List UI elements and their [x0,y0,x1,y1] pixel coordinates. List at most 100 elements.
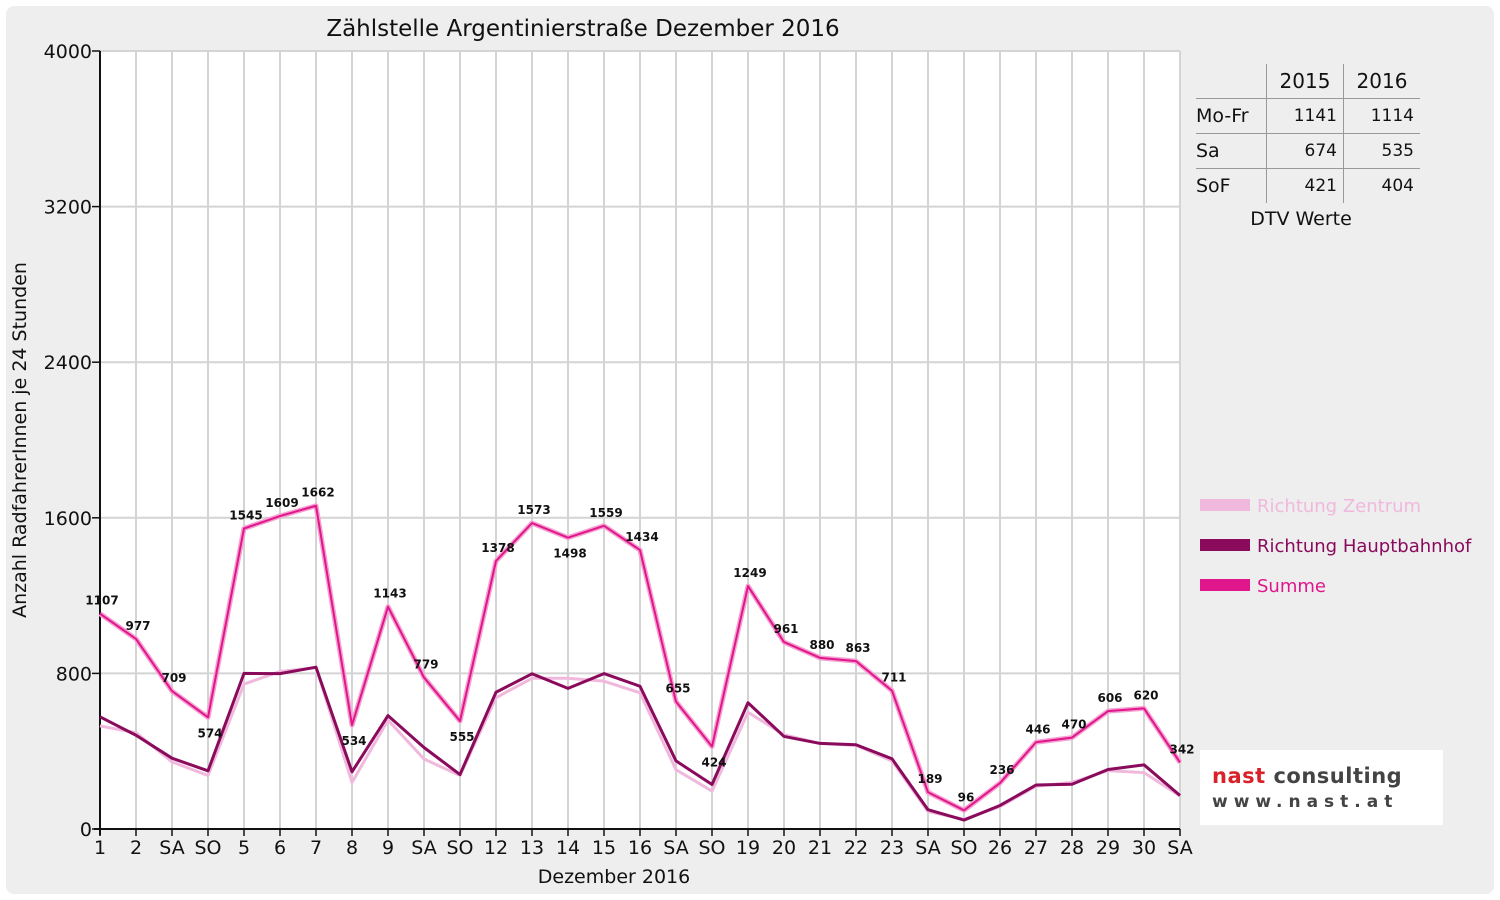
data-label: 655 [665,682,690,696]
y-tick-labels: 0 800 1600 2400 3200 4000 [44,41,92,841]
axes [92,50,1181,836]
dtv-row-label: SoF [1196,168,1267,203]
data-label: 446 [1025,722,1050,736]
data-label: 1545 [229,508,262,522]
data-label: 880 [809,638,834,652]
data-label: 606 [1097,691,1122,705]
dtv-header-2015: 2015 [1266,64,1344,99]
dtv-table: 2015 2016 Mo-Fr 1141 1114 Sa 674 535 SoF… [1196,64,1420,203]
legend-label: Summe [1257,576,1326,597]
y-tick-label: 0 [80,819,92,841]
x-tick-label: 23 [880,837,904,859]
data-label: 96 [958,790,975,804]
series-lines [98,503,1183,822]
x-tick-label: SA [663,837,688,859]
x-tick-label: SO [950,837,977,859]
legend-label: Richtung Zentrum [1257,496,1421,517]
x-tick-label: 2 [130,837,142,859]
data-label: 574 [197,726,222,740]
x-tick-label: 21 [808,837,832,859]
dtv-value: 421 [1266,168,1344,203]
data-label: 709 [161,671,186,685]
series-line [99,504,1181,812]
dtv-value: 404 [1381,176,1414,196]
x-axis-label: Dezember 2016 [538,866,690,888]
legend-swatch [1200,539,1250,551]
x-tick-label: SO [698,837,725,859]
data-label: 779 [413,657,438,671]
x-tick-label: SO [446,837,473,859]
legend-label: Richtung Hauptbahnhof [1257,536,1472,557]
x-tick-label: 27 [1024,837,1048,859]
x-tick-label: 7 [310,837,322,859]
y-tick-label: 3200 [44,197,92,219]
dtv-corner [1196,64,1267,99]
dtv-value: 1141 [1266,98,1344,134]
x-tick-label: 20 [772,837,796,859]
x-tick-label: 22 [844,837,868,859]
data-label: 620 [1133,688,1158,702]
data-label: 1573 [517,503,550,517]
y-tick-label: 4000 [44,41,92,63]
data-label: 470 [1061,718,1086,732]
dtv-row-label: Sa [1196,133,1267,169]
x-tick-label: 8 [346,837,358,859]
x-tick-label: 5 [238,837,250,859]
company-logo[interactable]: nast consulting www.nast.at [1200,750,1443,825]
y-tick-label: 1600 [44,508,92,530]
data-label: 1434 [625,530,658,544]
data-label: 236 [989,763,1014,777]
x-tick-label: 1 [94,837,106,859]
data-label: 1378 [481,541,514,555]
dtv-row-label: Mo-Fr [1196,98,1267,134]
legend-swatch [1200,579,1250,591]
data-label: 189 [917,772,942,786]
data-label: 555 [449,730,474,744]
dtv-row: Sa 674 535 [1196,133,1420,169]
data-label: 961 [773,622,798,636]
dtv-header-row: 2015 2016 [1196,64,1420,99]
data-label: 1107 [85,594,118,608]
x-tick-label: 16 [628,837,652,859]
x-tick-label: 30 [1132,837,1156,859]
x-tick-label: SO [194,837,221,859]
grid-lines [100,50,1181,829]
chart-title: Zählstelle Argentinierstraße Dezember 20… [326,16,839,42]
dtv-value: 535 [1343,133,1420,169]
x-tick-label: 6 [274,837,286,859]
x-tick-label: 29 [1096,837,1120,859]
data-label: 977 [125,619,150,633]
data-label: 1249 [733,566,766,580]
x-tick-label: 9 [382,837,394,859]
x-tick-label: SA [915,837,940,859]
data-label: 424 [701,756,726,770]
logo-name: nast consulting [1212,764,1402,788]
data-label: 1498 [553,547,586,561]
legend: Richtung Zentrum Richtung Hauptbahnhof Sum… [1200,496,1472,597]
x-tick-label: 26 [988,837,1012,859]
x-tick-label: 15 [592,837,616,859]
dtv-value: 674 [1266,133,1344,169]
x-tick-label: SA [159,837,184,859]
x-tick-labels: 1 2 SA SO 5 6 7 8 9 SA SO 12 13 14 15 16 SA SO 19 20 21 22 23 S… [94,837,1193,859]
dtv-caption: DTV Werte [1250,208,1352,230]
legend-swatch [1200,499,1250,511]
x-tick-label: 12 [484,837,508,859]
x-tick-label: 19 [736,837,760,859]
data-label: 711 [881,671,906,685]
y-tick-label: 800 [56,663,92,685]
y-axis-label: Anzahl RadfahrerInnen je 24 Stunden [9,262,31,618]
dtv-row: Mo-Fr 1141 1114 [1196,98,1420,134]
x-tick-label: 13 [520,837,544,859]
series-line [99,665,1181,822]
logo-name-part1: nast [1212,764,1266,788]
x-tick-label: 14 [556,837,580,859]
data-label: 1143 [373,587,406,601]
data-label: 534 [341,734,366,748]
data-label: 1609 [265,496,298,510]
logo-url: www.nast.at [1212,792,1399,812]
dtv-row: SoF 421 404 [1196,168,1420,203]
y-tick-label: 2400 [44,352,92,374]
x-tick-label: 28 [1060,837,1084,859]
